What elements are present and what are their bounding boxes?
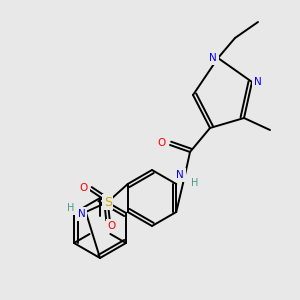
Text: N: N	[78, 209, 85, 219]
Text: H: H	[191, 178, 199, 188]
Text: N: N	[254, 77, 262, 87]
Text: N: N	[209, 53, 217, 63]
Text: O: O	[108, 221, 116, 231]
Text: H: H	[67, 203, 74, 213]
Text: S: S	[104, 196, 112, 208]
Text: O: O	[158, 138, 166, 148]
Text: O: O	[80, 183, 88, 193]
Text: N: N	[176, 170, 184, 180]
